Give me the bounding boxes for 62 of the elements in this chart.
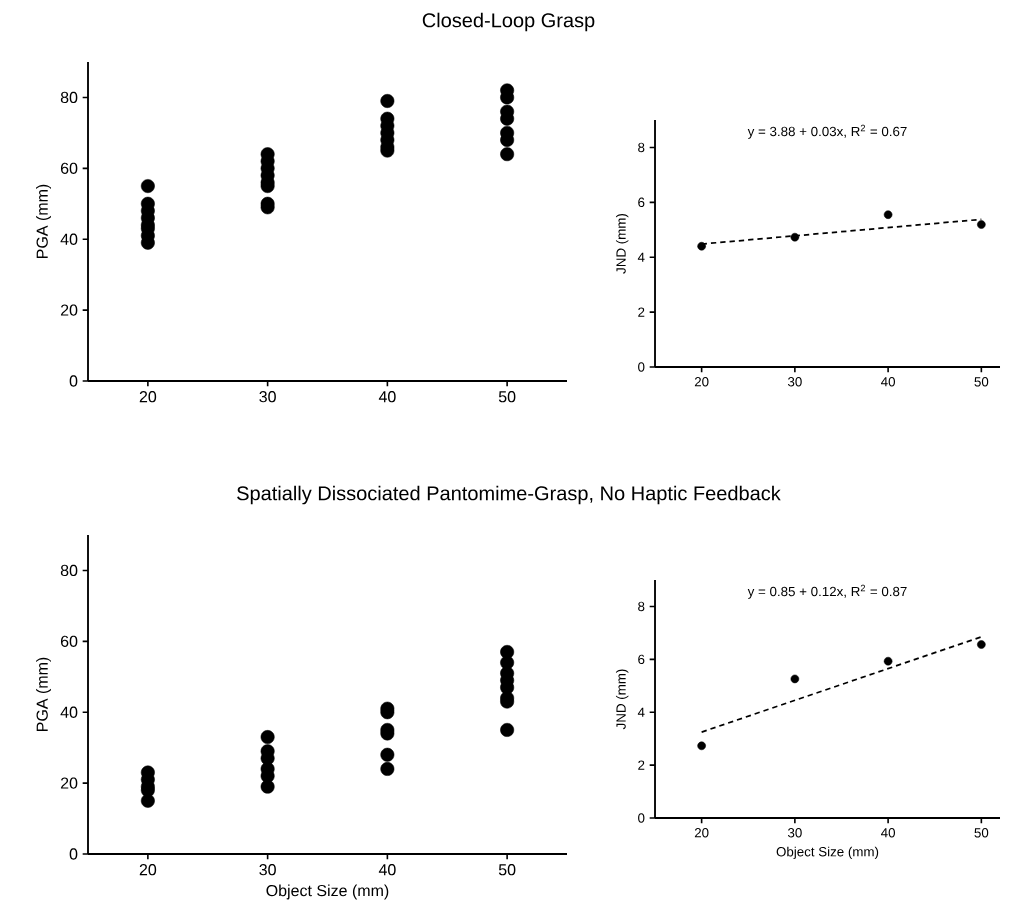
point bbox=[790, 232, 800, 242]
x-tick-label: 50 bbox=[974, 828, 989, 838]
x-tick-label: 50 bbox=[498, 864, 516, 876]
annotation: y = 0.85 + 0.12x, R$^{2}$ = 0.87 bbox=[747, 584, 907, 599]
y-tick-label: 6 bbox=[638, 197, 645, 208]
x-tick-label: 40 bbox=[881, 377, 896, 387]
point bbox=[697, 741, 706, 751]
point bbox=[260, 730, 275, 744]
y-tick-label: 0 bbox=[69, 375, 78, 387]
y-tick-label: 8 bbox=[638, 601, 645, 612]
chart-title: Spatially Dissociated Pantomime-Grasp, No Haptic Feedback bbox=[237, 485, 781, 505]
point bbox=[380, 94, 395, 108]
y-tick-label: 80 bbox=[60, 91, 78, 104]
point bbox=[500, 147, 515, 162]
y-axis-title: PGA (mm) bbox=[36, 657, 51, 731]
x-tick-label: 30 bbox=[787, 377, 802, 387]
x-tick-label: 50 bbox=[498, 391, 516, 403]
y-tick-label: 0 bbox=[69, 848, 78, 860]
point bbox=[140, 179, 155, 193]
point bbox=[790, 674, 800, 684]
x-axis-title: Object Size (mm) bbox=[266, 884, 389, 900]
y-tick-label: 60 bbox=[60, 635, 78, 647]
x-tick-label: 30 bbox=[259, 391, 276, 403]
y-tick-label: 8 bbox=[638, 142, 645, 153]
point bbox=[977, 640, 986, 649]
x-tick-label: 30 bbox=[787, 828, 802, 838]
point bbox=[883, 656, 893, 666]
x-tick-label: 20 bbox=[694, 828, 709, 838]
chart-title: Closed-Loop Grasp bbox=[422, 12, 595, 32]
point bbox=[977, 220, 986, 229]
x-tick-label: 50 bbox=[974, 377, 989, 387]
y-axis-title: PGA (mm) bbox=[36, 184, 51, 258]
y-tick-label: 2 bbox=[638, 760, 645, 770]
point bbox=[500, 723, 515, 737]
y-tick-label: 60 bbox=[60, 162, 78, 174]
x-axis-title: Object Size (mm) bbox=[776, 846, 879, 860]
x-tick-label: 40 bbox=[378, 391, 396, 403]
point bbox=[500, 645, 515, 659]
y-tick-label: 20 bbox=[60, 304, 78, 316]
x-tick-label: 40 bbox=[378, 864, 396, 876]
y-tick-label: 2 bbox=[638, 307, 645, 317]
y-axis-title: JND (mm) bbox=[615, 669, 629, 730]
y-tick-label: 4 bbox=[637, 252, 645, 262]
x-tick-label: 20 bbox=[139, 864, 157, 876]
x-tick-label: 40 bbox=[881, 828, 896, 838]
y-tick-label: 6 bbox=[638, 654, 645, 665]
x-tick-label: 30 bbox=[259, 864, 276, 876]
y-tick-label: 0 bbox=[638, 813, 645, 823]
point bbox=[697, 241, 706, 251]
y-axis-title: JND (mm) bbox=[615, 213, 629, 274]
annotation: y = 3.88 + 0.03x, R$^{2}$ = 0.67 bbox=[747, 124, 907, 139]
point bbox=[380, 762, 395, 776]
point bbox=[883, 210, 893, 219]
point bbox=[380, 747, 395, 762]
y-tick-label: 40 bbox=[60, 706, 78, 718]
y-tick-label: 0 bbox=[638, 362, 645, 372]
x-tick-label: 20 bbox=[139, 391, 157, 403]
y-tick-label: 4 bbox=[637, 707, 645, 717]
y-tick-label: 20 bbox=[60, 777, 78, 789]
x-tick-label: 20 bbox=[694, 377, 709, 387]
y-tick-label: 80 bbox=[60, 564, 78, 577]
y-tick-label: 40 bbox=[60, 233, 78, 245]
